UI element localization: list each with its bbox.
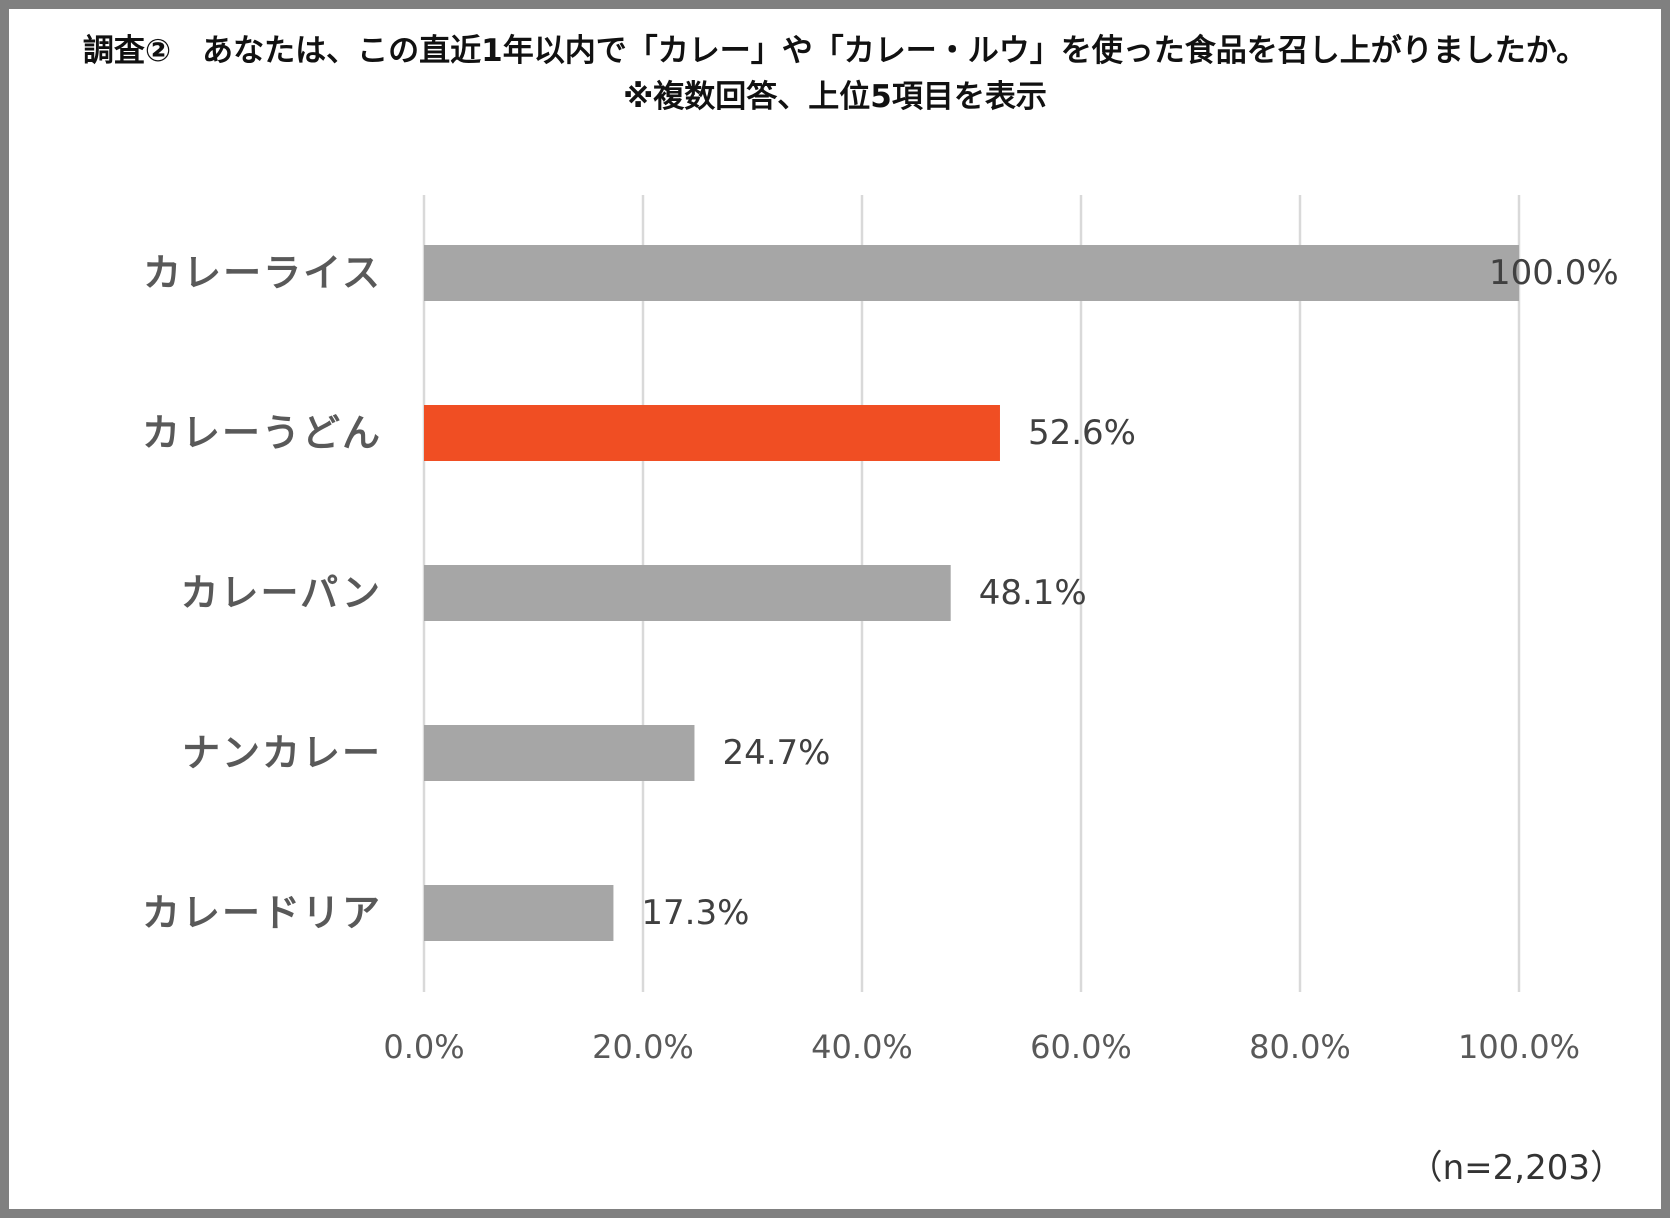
value-label-2: 48.1% xyxy=(979,573,1087,613)
x-tick-label-1: 20.0% xyxy=(592,1028,694,1066)
bar-0 xyxy=(424,245,1519,301)
category-label-2: カレーパン xyxy=(180,571,382,615)
category-label-3: ナンカレー xyxy=(182,731,382,775)
sample-size-note: （n=2,203） xyxy=(1408,1148,1624,1188)
x-tick-label-5: 100.0% xyxy=(1458,1028,1580,1066)
bar-3 xyxy=(424,725,695,781)
x-tick-label-3: 60.0% xyxy=(1030,1028,1132,1066)
value-label-0: 100.0% xyxy=(1489,253,1619,293)
chart-subtitle: ※複数回答、上位5項目を表示 xyxy=(623,79,1047,115)
chart-title: 調査② あなたは、この直近1年以内で「カレー」や「カレー・ルウ」を使った食品を召… xyxy=(82,33,1588,69)
category-label-4: カレードリア xyxy=(142,891,382,935)
value-label-3: 24.7% xyxy=(722,733,830,773)
bar-2 xyxy=(424,565,951,621)
category-label-0: カレーライス xyxy=(143,251,382,295)
bar-1 xyxy=(424,405,1000,461)
x-tick-label-0: 0.0% xyxy=(383,1028,464,1066)
x-tick-label-4: 80.0% xyxy=(1249,1028,1351,1066)
x-tick-label-2: 40.0% xyxy=(811,1028,913,1066)
value-label-1: 52.6% xyxy=(1028,413,1136,453)
bar-4 xyxy=(424,885,614,941)
chart-title-block: 調査② あなたは、この直近1年以内で「カレー」や「カレー・ルウ」を使った食品を召… xyxy=(0,28,1670,120)
category-label-1: カレーうどん xyxy=(142,411,382,455)
value-label-4: 17.3% xyxy=(641,893,749,933)
